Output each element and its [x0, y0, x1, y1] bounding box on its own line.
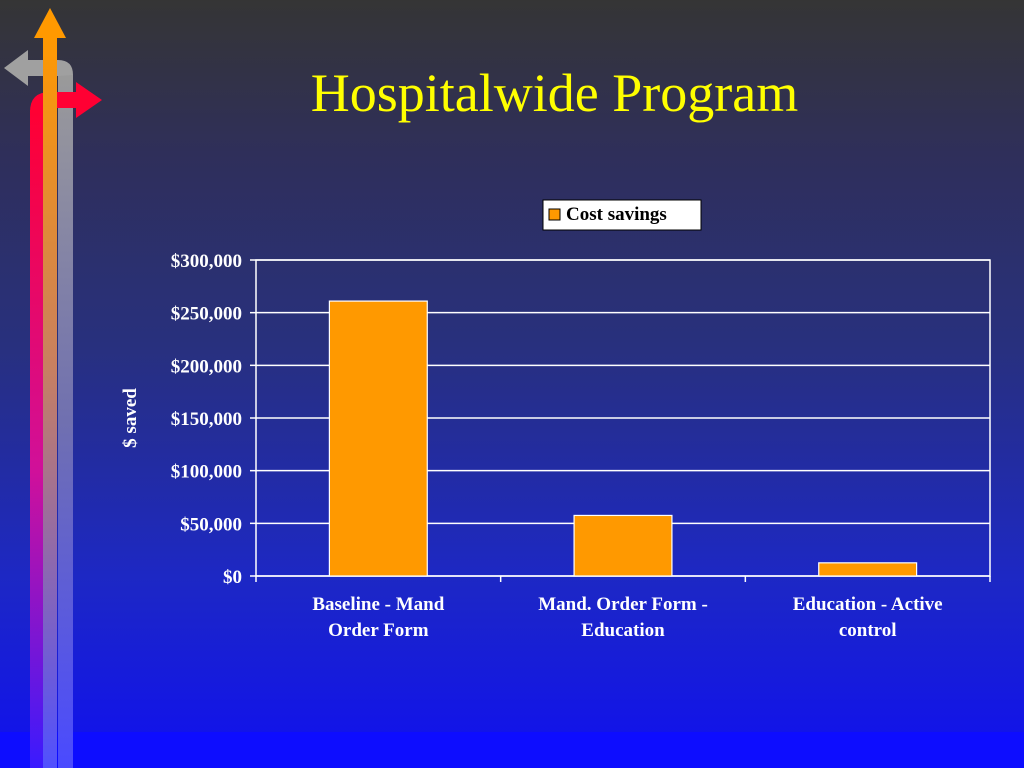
x-tick-label: control	[839, 620, 897, 641]
red-vertical-bar	[30, 110, 44, 768]
slide-bottom-band	[0, 732, 1024, 768]
y-tick-label: $50,000	[180, 514, 242, 535]
y-tick-label: $100,000	[171, 462, 242, 483]
bar	[328, 300, 428, 577]
legend-swatch	[548, 208, 561, 221]
x-tick-label: Education	[581, 620, 665, 641]
arrow-right-icon	[30, 82, 102, 118]
y-tick-label: $250,000	[171, 304, 242, 325]
gray-vertical-bar	[58, 75, 73, 768]
y-tick-label: $0	[223, 567, 242, 588]
left-arrow-decoration	[4, 8, 102, 768]
bar	[818, 562, 918, 577]
y-tick-label: $300,000	[171, 251, 242, 272]
x-tick-label: Baseline - Mand	[312, 594, 444, 615]
x-tick-label: Mand. Order Form -	[538, 594, 708, 615]
x-tick-label: Order Form	[328, 620, 429, 641]
y-axis-title: $ saved	[120, 388, 141, 448]
bar	[573, 514, 673, 577]
chart-legend: Cost savings	[542, 199, 702, 231]
y-tick-label: $150,000	[171, 409, 242, 430]
legend-box	[542, 199, 702, 231]
orange-vertical-bar	[43, 36, 57, 768]
slide-title: Hospitalwide Program	[310, 63, 799, 123]
x-tick-label: Education - Active	[793, 594, 943, 615]
legend-label: Cost savings	[566, 204, 667, 225]
plot-area: $0 $50,000 $100,000 $150,000 $200,000 $250,00…	[171, 251, 991, 641]
arrow-up-icon	[34, 8, 66, 38]
y-tick-label: $200,000	[171, 356, 242, 377]
arrow-left-icon	[4, 50, 73, 86]
